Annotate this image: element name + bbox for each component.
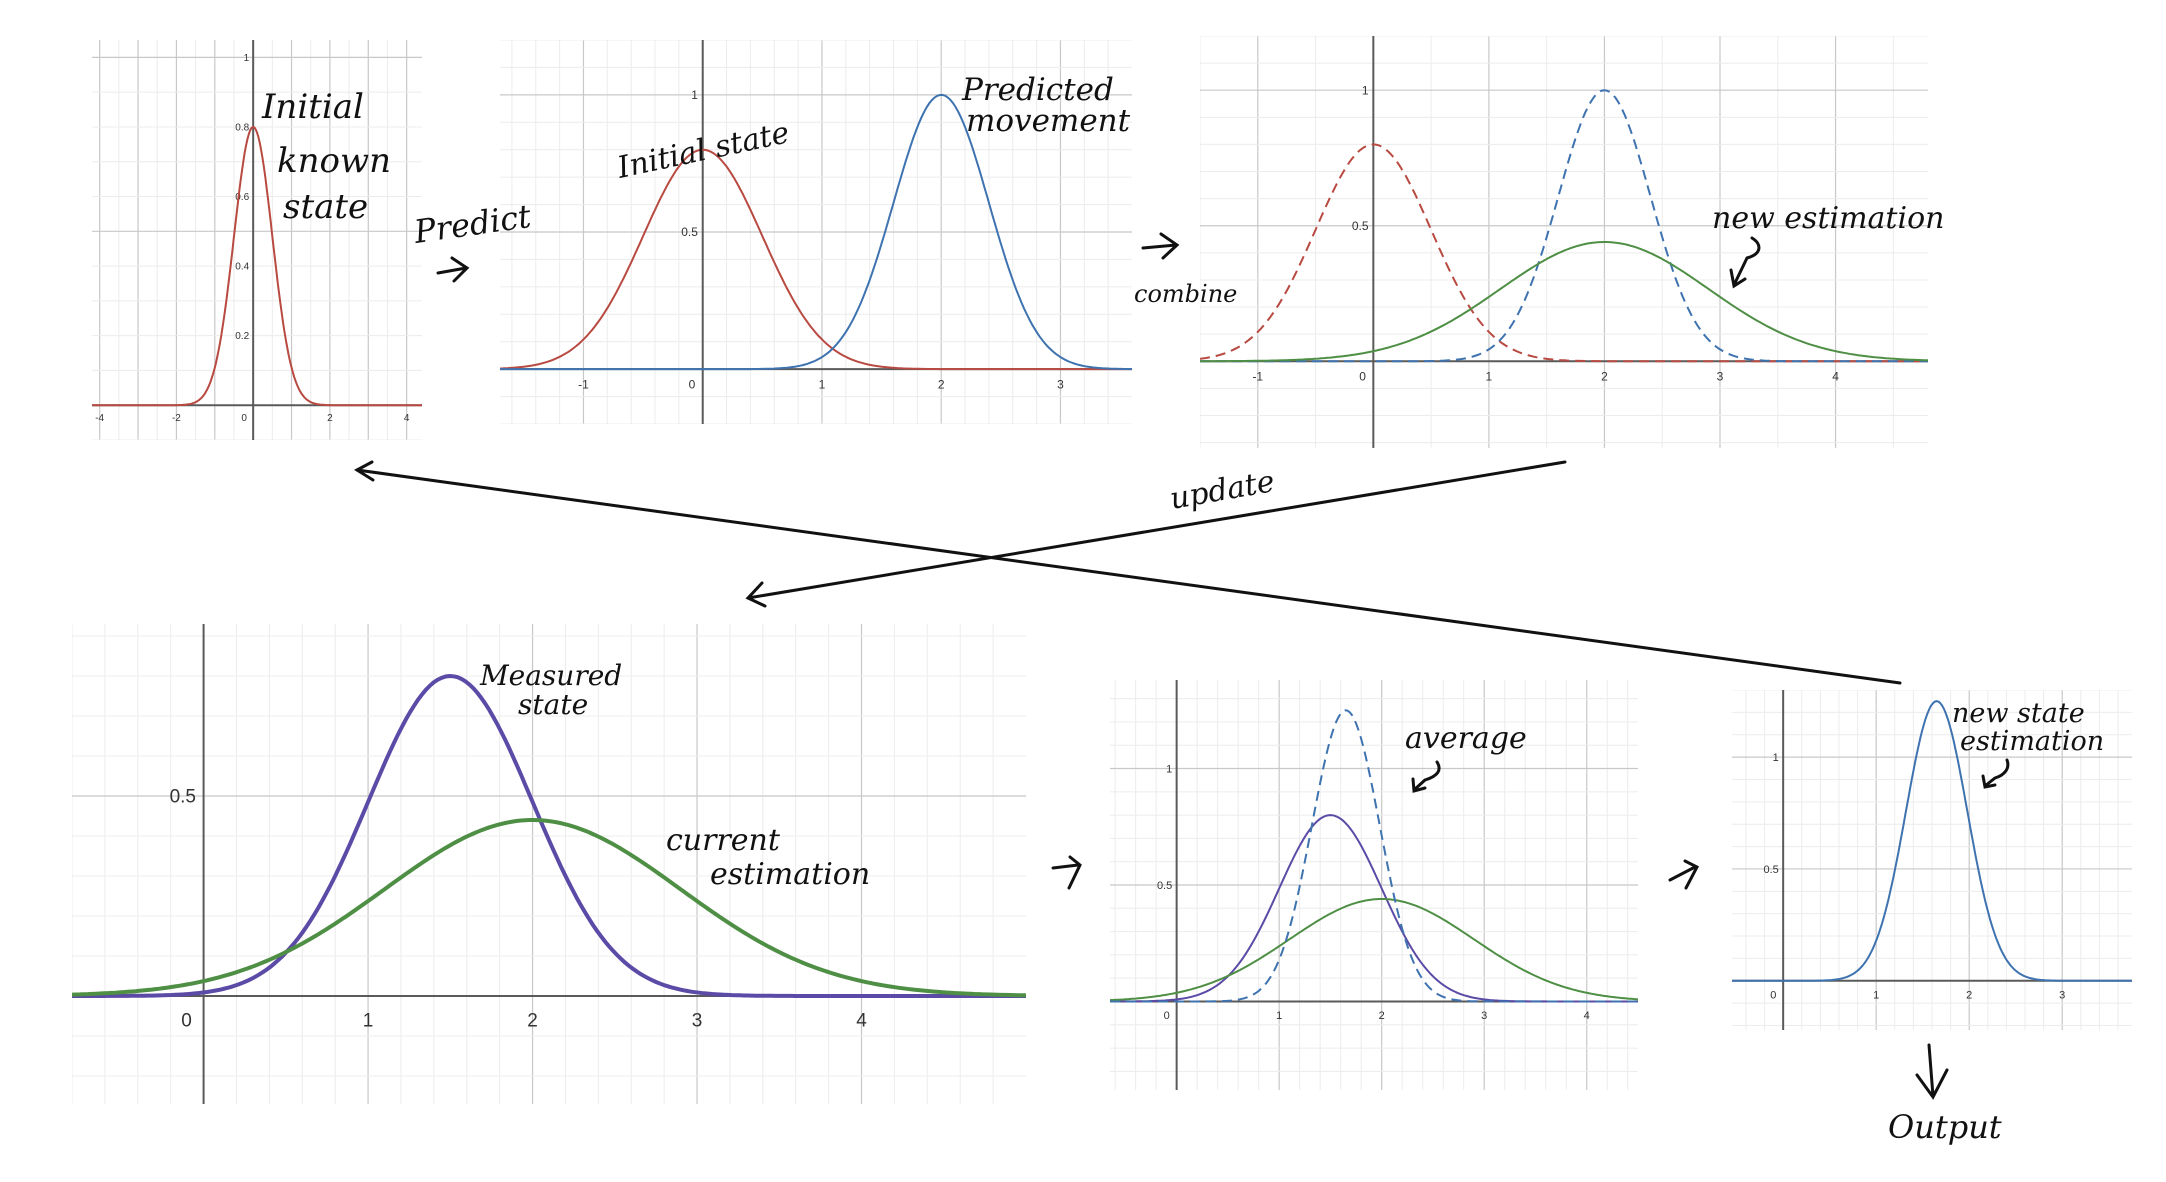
to-output-arrow (1668, 859, 1700, 890)
x-tick-label: 4 (404, 413, 410, 424)
green-gaussian-curve (72, 818, 1026, 998)
y-tick-label: 0.5 (681, 225, 698, 239)
x-tick-label: 2 (527, 1010, 538, 1031)
x-tick-label: 3 (692, 1010, 703, 1031)
current-estimation-label-1: current (666, 823, 781, 858)
x-tick-label: 1 (1873, 989, 1879, 1001)
y-tick-label: 0.5 (1352, 219, 1369, 233)
y-tick-label: 1 (1166, 763, 1172, 775)
predicted-movement-label-2: movement (966, 103, 1131, 139)
annotations: Initial known state Predict Initial stat… (261, 72, 2104, 1146)
x-tick-label: 3 (2059, 989, 2065, 1001)
x-tick-label: 0 (1359, 369, 1366, 383)
y-tick-label: 0.5 (1157, 880, 1172, 892)
average-label: average (1405, 721, 1527, 756)
new-state-pointer (1981, 758, 2010, 789)
update-label: update (1167, 464, 1277, 517)
output-plot: 0 1 2 3 0.5 1 (1732, 690, 2132, 1030)
y-tick-label: 1 (691, 88, 698, 102)
combine-plot: -1 0 1 2 3 4 0.5 1 (1200, 36, 1928, 448)
x-tick-label: -4 (95, 413, 104, 424)
y-tick-label: 0.5 (170, 787, 196, 808)
initial-state-plot: -4 -2 0 2 4 0.2 0.4 0.6 0.8 1 (92, 40, 422, 440)
blue-gaussian-curve (500, 93, 1132, 371)
x-tick-label: 1 (819, 377, 826, 391)
purple-gaussian-curve (72, 673, 1026, 998)
predict-arrow (436, 256, 470, 283)
x-tick-label: 2 (1966, 989, 1972, 1001)
x-tick-label: 4 (1584, 1010, 1590, 1022)
x-tick-label: -1 (1252, 369, 1263, 383)
new-estimation-label: new estimation (1712, 201, 1944, 236)
x-tick-label: -1 (578, 377, 589, 391)
measured-state-label-1: Measured (479, 659, 622, 692)
current-estimation-label-2: estimation (710, 857, 870, 892)
y-tick-label: 1 (1362, 83, 1369, 97)
initial-known-state-label-1: Initial (261, 87, 364, 127)
blue-gaussian-curve (1110, 709, 1638, 1003)
grid (92, 40, 422, 440)
x-tick-label: 1 (363, 1010, 374, 1031)
new-state-estimation-label-1: new state (1952, 698, 2085, 729)
to-average-arrow (1051, 855, 1082, 890)
green-gaussian-curve (1200, 241, 1928, 363)
red-gaussian-curve (92, 125, 422, 407)
output-arrow (1915, 1043, 1949, 1100)
grid (500, 40, 1132, 424)
average-pointer (1411, 760, 1441, 793)
x-tick-label: 0 (181, 1010, 192, 1031)
x-tick-label: 0 (1770, 989, 1776, 1001)
combine-label: combine (1134, 280, 1237, 308)
red-gaussian-curve (1200, 143, 1928, 363)
red-gaussian-curve (500, 148, 1132, 371)
y-tick-label: 0.4 (235, 262, 249, 273)
x-tick-label: 3 (1481, 1010, 1487, 1022)
flow-arrows (354, 232, 2010, 1100)
grid (1110, 680, 1638, 1090)
feedback-arrow-line (355, 468, 1902, 685)
x-tick-label: 1 (1486, 369, 1493, 383)
measured-state-label-2: state (518, 688, 588, 721)
prediction-plot: -1 0 1 2 3 0.5 1 (500, 40, 1132, 424)
x-tick-label: 2 (1601, 369, 1608, 383)
green-gaussian-curve (1110, 898, 1638, 1002)
x-tick-label: 2 (327, 413, 333, 424)
y-tick-label: 0.5 (1763, 864, 1778, 876)
predict-label: Predict (411, 197, 534, 251)
initial-known-state-label-3: state (283, 187, 368, 227)
blue-gaussian-curve (1200, 89, 1928, 363)
x-tick-label: 3 (1057, 377, 1064, 391)
y-tick-label: 0.2 (235, 331, 249, 342)
combine-arrow (1141, 232, 1180, 260)
update-arrow-head (745, 581, 767, 608)
predicted-movement-label-1: Predicted (961, 72, 1114, 108)
x-tick-label: 4 (856, 1010, 867, 1031)
initial-known-state-label-2: known (277, 141, 391, 181)
x-tick-label: 2 (1379, 1010, 1385, 1022)
x-tick-label: 3 (1717, 369, 1724, 383)
new-estimation-pointer (1729, 236, 1761, 289)
x-tick-label: 4 (1832, 369, 1839, 383)
y-tick-label: 0.8 (235, 122, 249, 133)
output-label: Output (1888, 1108, 2002, 1146)
average-plot: 0 1 2 3 4 0.5 1 (1110, 680, 1638, 1090)
x-tick-label: 0 (1164, 1010, 1170, 1022)
x-tick-label: 1 (1276, 1010, 1282, 1022)
measurement-plot: 0 1 2 3 4 0.5 (72, 624, 1026, 1104)
feedback-arrow-head (354, 460, 375, 482)
x-tick-label: -2 (172, 413, 181, 424)
blue-gaussian-curve (1732, 700, 2132, 982)
new-state-estimation-label-2: estimation (1960, 726, 2104, 757)
y-tick-label: 1 (244, 53, 250, 64)
y-tick-label: 1 (1773, 752, 1779, 764)
grid (72, 624, 1026, 1104)
x-tick-label: 2 (938, 377, 945, 391)
update-arrow-line (746, 460, 1567, 600)
x-tick-label: 0 (689, 377, 696, 391)
x-tick-label: 0 (241, 413, 247, 424)
grid (1200, 36, 1928, 448)
y-tick-label: 0.6 (235, 192, 249, 203)
